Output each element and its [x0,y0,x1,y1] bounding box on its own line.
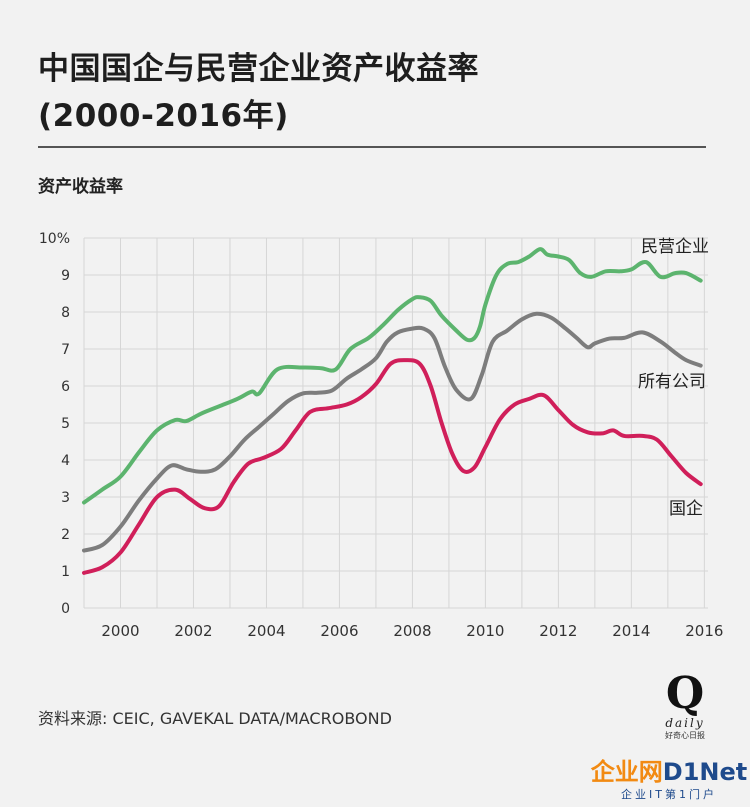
title-divider [38,146,706,148]
qdaily-logo: Q daily 好奇心日报 [655,672,715,741]
y-tick-label: 5 [61,416,70,432]
series-lines [82,247,703,575]
annotation-all: 所有公司 [638,372,706,392]
y-tick-label: 2 [61,527,70,543]
x-tick-labels: 2000 2002 2004 2006 2008 2010 2012 2014 2016 [101,622,723,640]
annotation-soe: 国企 [669,499,703,519]
y-tick-label: 1 [61,564,70,580]
series-line-soe [82,358,703,575]
watermark-name-en: D1Net [662,758,748,786]
series-line-all [82,311,703,553]
logo-word: daily [665,716,705,730]
x-tick-label: 2008 [393,622,431,640]
logo-letter: Q [665,668,705,719]
y-tick-label: 3 [61,490,70,506]
x-tick-label: 2014 [612,622,650,640]
logo-subtitle: 好奇心日报 [665,731,705,740]
x-tick-label: 2000 [101,622,139,640]
d1net-watermark: 企业网D1Net 企业IT第1门户 [588,758,750,802]
x-tick-label: 2004 [247,622,285,640]
gridlines [83,237,708,609]
y-tick-label: 9 [61,268,70,284]
watermark-name-cn: 企业网 [590,758,663,786]
chart-title-line2: (2000-2016年) [38,98,289,134]
y-tick-label: 0 [61,601,70,617]
y-tick-label: 4 [61,453,70,469]
annotation-private: 民营企业 [641,237,709,257]
watermark-name: 企业网D1Net [588,758,750,786]
chart-title: 中国国企与民营企业资产收益率 (2000-2016年) [38,46,479,140]
y-tick-label: 6 [61,379,70,395]
x-tick-label: 2006 [320,622,358,640]
y-tick-label: 8 [61,305,70,321]
series-line-private [82,247,703,505]
x-tick-label: 2012 [539,622,577,640]
x-tick-label: 2002 [174,622,212,640]
x-tick-label: 2016 [685,622,723,640]
source-note: 资料来源: CEIC, GAVEKAL DATA/MACROBOND [38,709,392,728]
y-tick-label: 7 [61,342,70,358]
y-tick-labels: 0 1 2 3 4 5 6 7 8 9 10% [39,231,70,617]
y-tick-label: 10% [39,231,70,247]
x-tick-label: 2010 [466,622,504,640]
watermark-tagline: 企业IT第1门户 [621,788,717,801]
chart-title-line1: 中国国企与民营企业资产收益率 [38,51,479,87]
y-axis-title: 资产收益率 [38,177,123,197]
